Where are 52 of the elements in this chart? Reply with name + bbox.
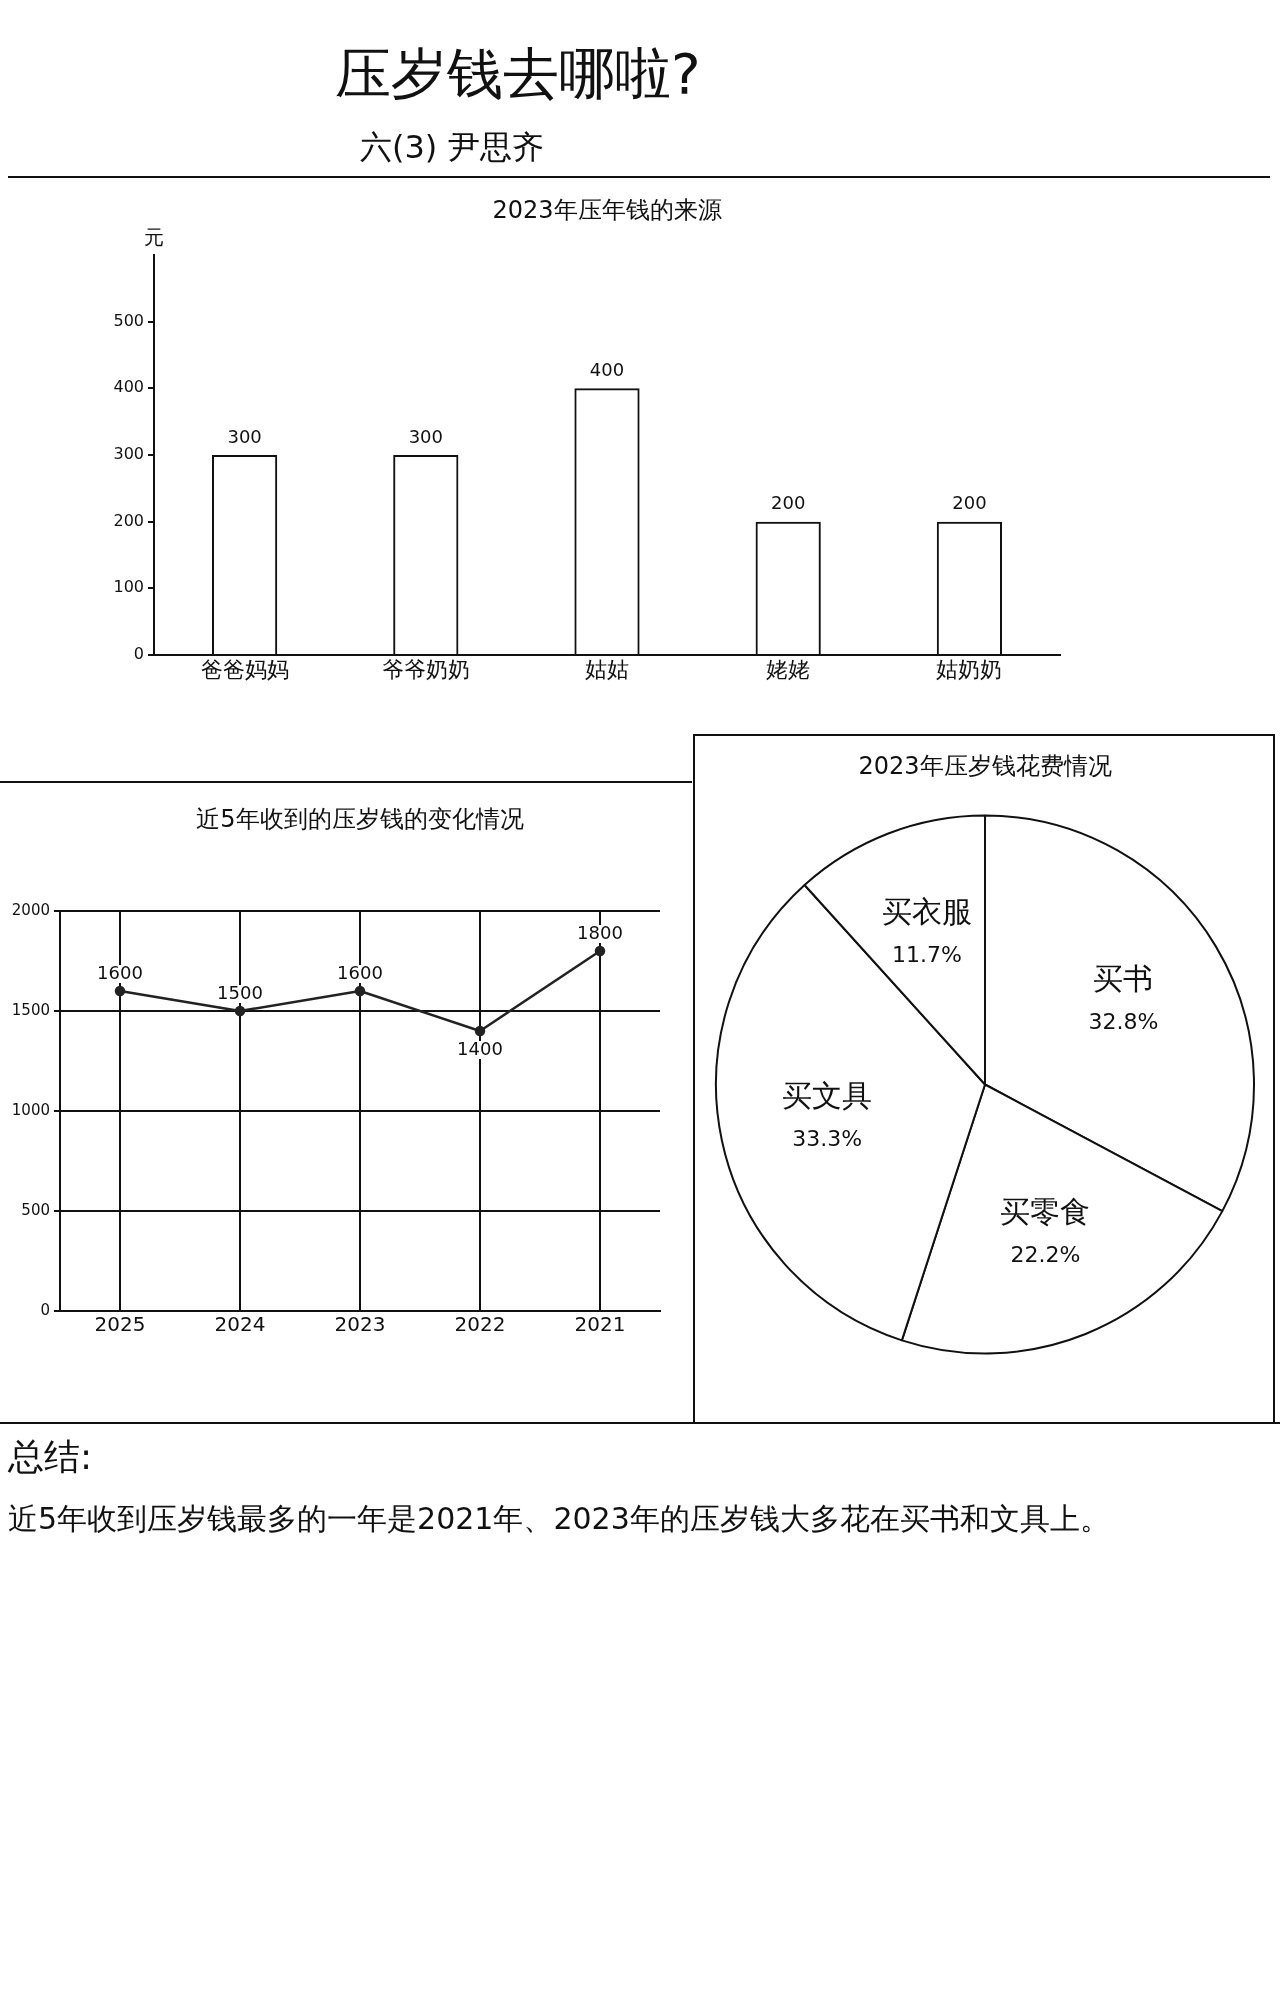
data-label: 11.7% (892, 941, 962, 967)
data-label: 1600 (97, 961, 143, 983)
x-tick-label: 2023 (334, 1312, 386, 1337)
y-tick-label: 100 (113, 577, 144, 597)
x-tick-label: 2021 (574, 1312, 626, 1337)
y-tick-label: 0 (133, 644, 144, 664)
slice-label: 买零食 (1000, 1193, 1091, 1229)
text: 总结: (8, 1435, 93, 1479)
text: 六(3) 尹思齐 (360, 128, 544, 167)
slice-label: 买衣服 (882, 893, 972, 929)
data-label: 22.2% (1010, 1241, 1081, 1267)
chart-title: 近5年收到的压岁钱的变化情况 (196, 805, 524, 834)
data-label: 400 (589, 359, 625, 381)
data-label: 32.8% (1088, 1009, 1159, 1035)
data-label: 1800 (577, 921, 623, 943)
point (594, 945, 606, 957)
point (234, 1005, 246, 1017)
data-label: 200 (771, 492, 806, 514)
chart-title: 2023年压岁钱花费情况 (858, 752, 1112, 781)
y-tick-label: 1500 (11, 1000, 50, 1019)
y-tick-label: 2000 (11, 900, 50, 919)
point (354, 985, 366, 997)
point (474, 1025, 486, 1037)
slice-label: 买文具 (782, 1078, 873, 1114)
x-tick-label: 爸爸妈妈 (200, 656, 289, 682)
x-tick-label: 姑奶奶 (936, 656, 1003, 682)
data-label: 1500 (217, 981, 263, 1003)
y-tick-label: 400 (113, 377, 144, 397)
x-tick-label: 2024 (214, 1312, 266, 1337)
data-label: 1400 (457, 1037, 503, 1059)
x-tick-label: 姑姑 (585, 656, 629, 682)
x-tick-label: 爷爷奶奶 (381, 656, 470, 682)
data-label: 200 (952, 492, 987, 514)
point (114, 985, 126, 997)
slice-label: 买书 (1093, 961, 1154, 997)
data-label: 1600 (337, 961, 383, 983)
data-label: 300 (408, 425, 443, 447)
y-tick-label: 200 (113, 510, 144, 530)
chart-title: 2023年压年钱的来源 (492, 196, 722, 225)
y-tick-label: 500 (113, 310, 144, 330)
y-tick-label: 1000 (11, 1100, 50, 1119)
y-tick-label: 0 (40, 1300, 50, 1319)
y-tick-label: 500 (21, 1200, 50, 1219)
data-label: 300 (227, 425, 262, 447)
x-tick-label: 2025 (94, 1312, 146, 1337)
text: 近5年收到压岁钱最多的一年是2021年、2023年的压岁钱大多花在买书和文具上。 (8, 1501, 1110, 1537)
data-label: 33.3% (792, 1125, 863, 1151)
x-tick-label: 2022 (454, 1312, 506, 1337)
y-axis-title: 元 (144, 225, 164, 250)
y-tick-label: 300 (113, 444, 144, 464)
text: 压岁钱去哪啦? (335, 40, 701, 108)
x-tick-label: 姥姥 (766, 656, 811, 682)
